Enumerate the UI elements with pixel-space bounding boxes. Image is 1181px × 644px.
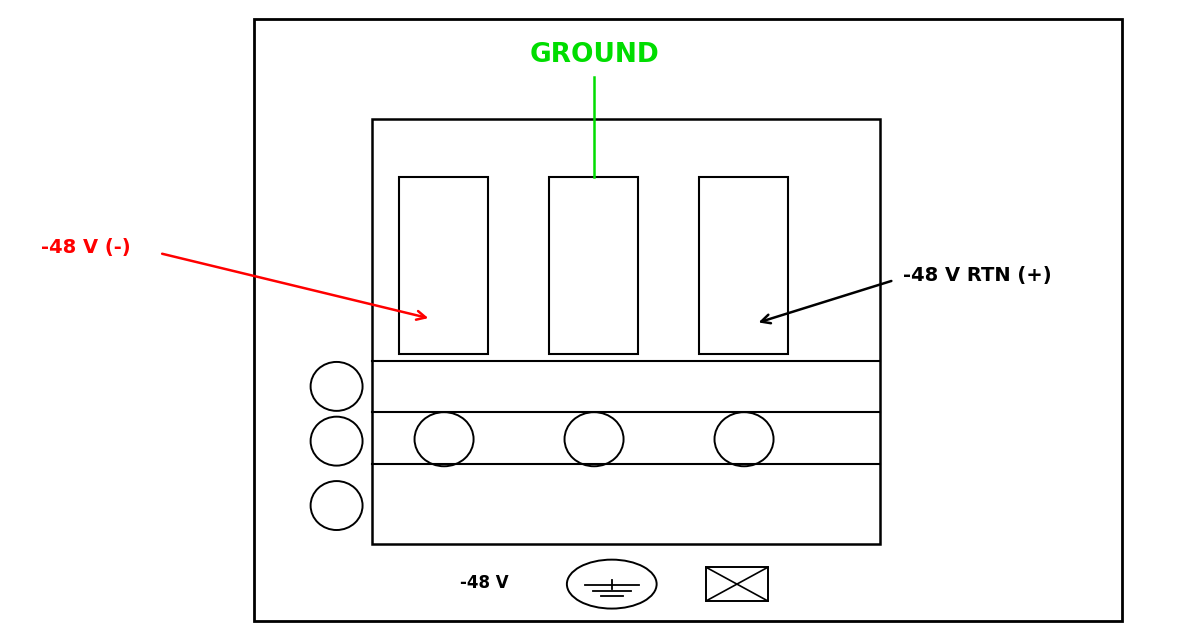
Bar (372, 119, 880, 544)
Text: GROUND: GROUND (529, 42, 659, 68)
Ellipse shape (311, 362, 363, 411)
Circle shape (567, 560, 657, 609)
Text: -48 V: -48 V (459, 574, 509, 592)
Ellipse shape (311, 481, 363, 530)
Ellipse shape (715, 412, 774, 466)
Bar (699, 177, 788, 354)
Text: -48 V (-): -48 V (-) (41, 238, 131, 258)
Text: -48 V RTN (+): -48 V RTN (+) (903, 266, 1052, 285)
Bar (399, 177, 488, 354)
Bar (706, 567, 768, 601)
Bar (549, 177, 638, 354)
Ellipse shape (415, 412, 474, 466)
Bar (254, 19, 1122, 621)
Ellipse shape (311, 417, 363, 466)
Ellipse shape (565, 412, 624, 466)
